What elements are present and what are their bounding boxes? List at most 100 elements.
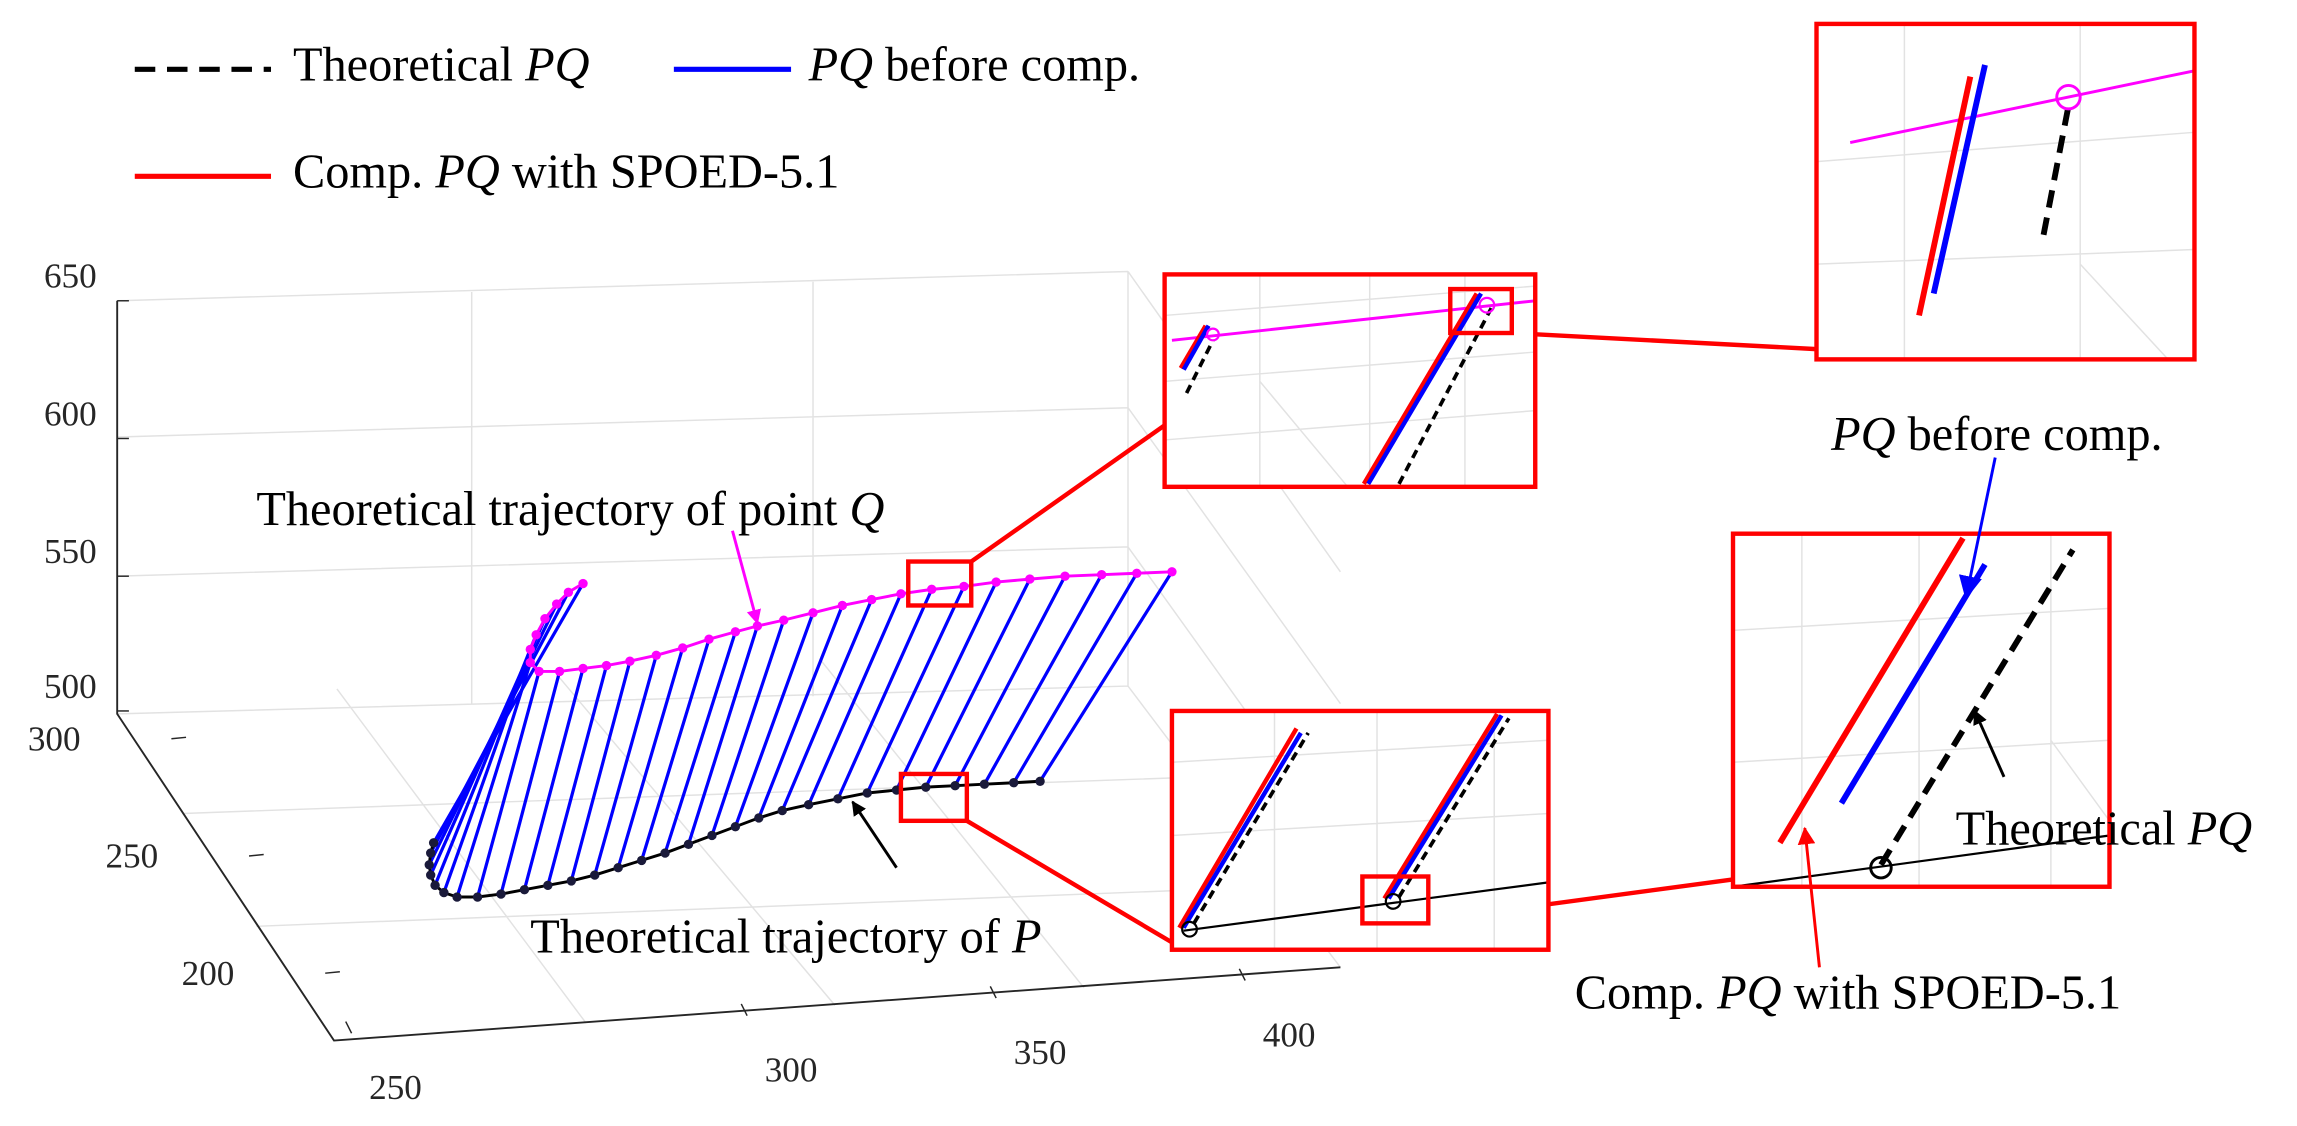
p-point bbox=[777, 805, 787, 816]
pq-link bbox=[1012, 572, 1139, 784]
pq-link bbox=[895, 581, 998, 791]
q-point bbox=[1060, 571, 1070, 581]
p-point bbox=[424, 860, 434, 870]
annotation: Theoretical trajectory of point Q bbox=[256, 483, 884, 536]
legend-label: PQ before comp. bbox=[808, 38, 1140, 91]
q-point bbox=[525, 644, 535, 655]
q-point bbox=[578, 578, 588, 589]
inset-d bbox=[1730, 531, 2112, 889]
p-point bbox=[1035, 776, 1045, 786]
q-point bbox=[779, 615, 789, 625]
pq-link bbox=[546, 665, 609, 886]
q-point bbox=[704, 634, 714, 644]
y-tick-label: 300 bbox=[28, 720, 81, 759]
p-point bbox=[803, 800, 814, 810]
pq-link bbox=[710, 619, 786, 836]
annotation: Comp. PQ with SPOED-5.1 bbox=[1575, 966, 2121, 1019]
p-point bbox=[707, 830, 717, 841]
pq-link bbox=[924, 578, 1032, 788]
p-point bbox=[428, 838, 439, 848]
p-point bbox=[566, 876, 577, 886]
pq-link bbox=[476, 670, 541, 898]
q-point bbox=[563, 587, 574, 597]
legend: Theoretical PQ PQ before comp. Comp. PQ … bbox=[134, 38, 1140, 198]
q-point bbox=[601, 660, 612, 671]
pq-link bbox=[569, 660, 632, 882]
q-point bbox=[551, 599, 562, 609]
q-point bbox=[525, 657, 535, 668]
legend-label: Comp. PQ with SPOED-5.1 bbox=[293, 145, 839, 198]
q-point bbox=[866, 594, 877, 605]
q-point bbox=[540, 613, 550, 624]
pq-link bbox=[733, 612, 815, 828]
q-point bbox=[1096, 570, 1107, 580]
x-tick-label: 300 bbox=[765, 1051, 818, 1090]
p-point bbox=[754, 813, 764, 823]
x-tick-label: 350 bbox=[1014, 1033, 1067, 1072]
p-point bbox=[921, 782, 931, 792]
connector bbox=[1511, 330, 1817, 352]
trajectories bbox=[424, 567, 1177, 902]
q-point bbox=[554, 666, 565, 677]
q-point bbox=[1132, 568, 1142, 578]
p-point bbox=[543, 880, 553, 890]
q-point bbox=[1167, 567, 1177, 577]
legend-label: Theoretical PQ bbox=[293, 38, 590, 91]
connector bbox=[965, 818, 1174, 945]
y-tick bbox=[325, 970, 340, 974]
pq-link bbox=[686, 625, 759, 845]
x-tick-label: 250 bbox=[369, 1068, 422, 1107]
pq-link bbox=[593, 654, 658, 876]
annotation: PQ before comp. bbox=[1830, 408, 2162, 461]
q-point bbox=[578, 663, 588, 674]
q-point bbox=[896, 589, 906, 599]
q-point bbox=[677, 643, 688, 653]
p-point bbox=[613, 863, 623, 873]
pq-link bbox=[780, 598, 874, 812]
pq-link bbox=[640, 638, 711, 861]
annotation: Theoretical trajectory of P bbox=[530, 911, 1041, 964]
p-point bbox=[950, 780, 960, 791]
y-tick-label: 200 bbox=[182, 954, 235, 993]
pq-link bbox=[807, 593, 903, 806]
zoom-box bbox=[906, 559, 974, 608]
p-point bbox=[1009, 778, 1019, 788]
z-tick-label: 650 bbox=[44, 257, 97, 296]
pq-link bbox=[983, 573, 1104, 785]
x-tick bbox=[740, 1003, 748, 1016]
p-point bbox=[496, 889, 506, 899]
y-tick bbox=[171, 736, 187, 740]
z-tick-label: 550 bbox=[44, 532, 97, 571]
x-tick bbox=[345, 1021, 353, 1034]
pq-link bbox=[663, 631, 737, 854]
y-tick-label: 250 bbox=[105, 837, 158, 876]
pq-link bbox=[616, 647, 685, 869]
p-point bbox=[636, 855, 647, 866]
arrows bbox=[731, 457, 2006, 968]
p-point bbox=[425, 848, 436, 858]
pq-link bbox=[1038, 570, 1174, 783]
inset-c bbox=[1814, 21, 2197, 362]
p-point bbox=[519, 884, 530, 895]
q-point bbox=[1025, 574, 1035, 584]
p-point bbox=[730, 821, 741, 832]
pq-link bbox=[522, 668, 585, 891]
p-point bbox=[660, 848, 670, 858]
q-point bbox=[927, 584, 937, 595]
pq-link bbox=[757, 604, 844, 819]
p-point bbox=[452, 892, 462, 902]
annotation: Theoretical PQ bbox=[1956, 802, 2253, 855]
annotations: Theoretical trajectory of point Q Theore… bbox=[256, 408, 2252, 1019]
p-point bbox=[590, 870, 600, 880]
pq-link bbox=[442, 648, 532, 894]
p-point bbox=[430, 880, 440, 890]
q-point bbox=[808, 608, 818, 618]
x-tick-label: 400 bbox=[1263, 1015, 1316, 1054]
axes: 650 600 550 500 300 250 200 250 300 350 400 bbox=[28, 257, 1341, 1107]
q-point bbox=[534, 666, 544, 677]
q-point bbox=[625, 656, 635, 666]
p-point bbox=[472, 892, 483, 902]
p-point bbox=[862, 788, 872, 798]
connector bbox=[969, 423, 1166, 564]
